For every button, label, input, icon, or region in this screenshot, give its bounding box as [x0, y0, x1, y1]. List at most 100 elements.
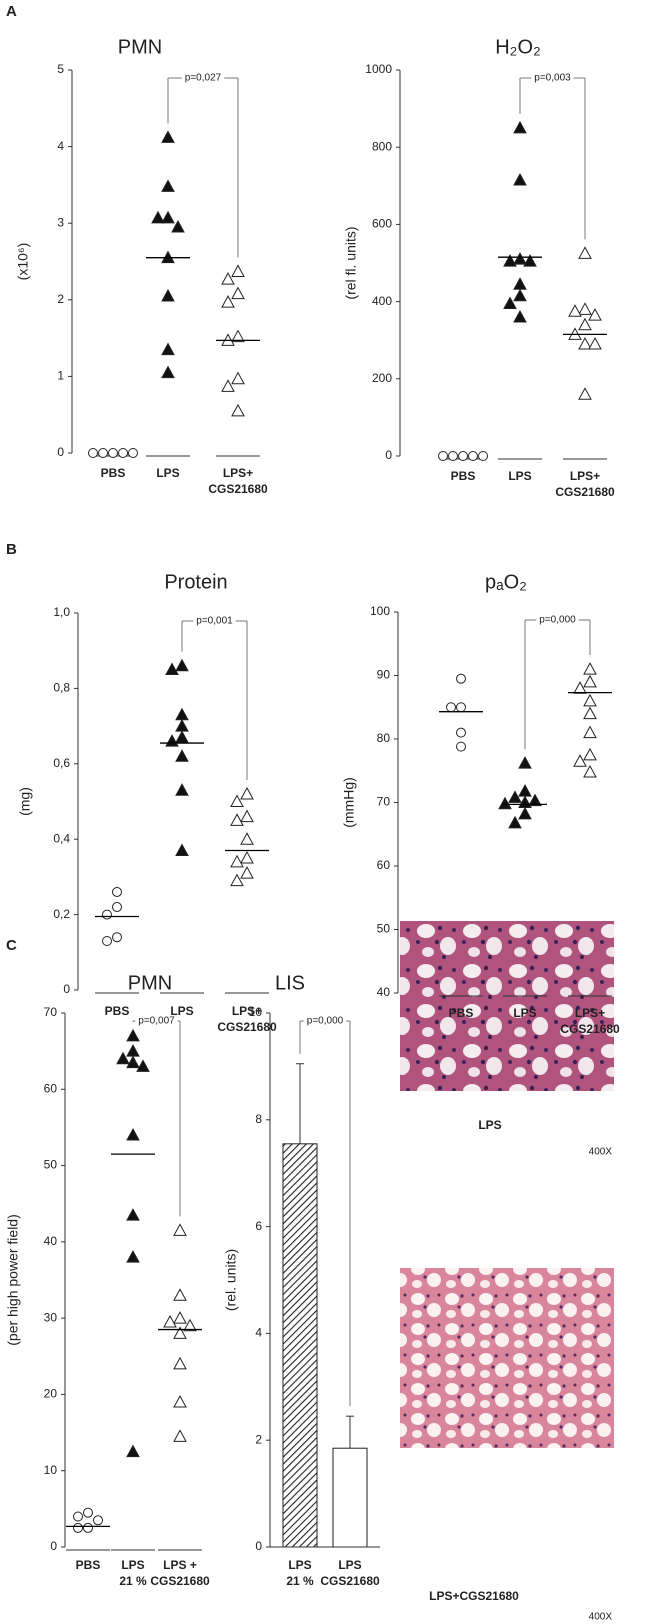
dot — [231, 371, 245, 385]
dot — [161, 342, 175, 356]
dot — [175, 730, 189, 743]
y-tick-label: 40 — [44, 1234, 58, 1248]
x-tick-label: PBS — [105, 1004, 130, 1018]
dot — [240, 832, 254, 845]
y-tick-label: 10 — [249, 1005, 263, 1019]
y-tick-label: 0 — [50, 1539, 57, 1553]
x-tick-label: CGS21680 — [560, 1022, 620, 1036]
dot — [513, 172, 527, 186]
chart-title: pₐO₂ — [485, 571, 527, 593]
dot — [175, 749, 189, 762]
dot — [583, 706, 597, 720]
dot — [456, 702, 466, 713]
x-tick-label: PBS — [76, 1558, 101, 1572]
dot — [523, 254, 537, 267]
y-axis-label: (mg) — [17, 787, 33, 816]
dot — [478, 451, 488, 461]
y-tick-label: 60 — [44, 1081, 58, 1095]
y-tick-label: 2 — [57, 292, 64, 306]
x-tick-label: LPS + — [163, 1558, 197, 1572]
dot — [126, 1444, 140, 1458]
y-axis-label: (per high power field) — [5, 1214, 21, 1346]
dot — [126, 1250, 140, 1263]
y-tick-label: 0 — [255, 1539, 262, 1553]
chart-title: Protein — [164, 571, 227, 593]
dot — [151, 210, 165, 224]
panel-label: B — [6, 541, 17, 558]
dot — [230, 813, 244, 826]
dot — [161, 130, 175, 143]
dot — [518, 784, 532, 797]
dot — [165, 734, 179, 747]
panel-label: C — [6, 937, 17, 954]
y-tick-label: 70 — [44, 1005, 58, 1019]
dot — [468, 451, 478, 461]
dot — [161, 288, 175, 302]
dot — [221, 272, 235, 285]
y-tick-label: 0 — [385, 448, 392, 462]
dot — [513, 277, 527, 290]
dot — [573, 754, 587, 767]
dot — [112, 902, 122, 913]
y-axis-label: (rel fl. units) — [343, 226, 359, 299]
dot — [503, 254, 517, 267]
dot — [173, 1326, 187, 1339]
dot — [508, 790, 522, 803]
dot — [583, 693, 597, 707]
y-tick-label: 1 — [57, 369, 64, 383]
x-tick-label: LPS — [170, 1004, 193, 1018]
dot — [230, 794, 244, 807]
y-axis-label: (rel. units) — [223, 1249, 239, 1311]
dot — [448, 451, 458, 461]
y-tick-label: 0 — [63, 982, 70, 996]
y-tick-label: 5 — [57, 62, 64, 76]
dot — [93, 1515, 103, 1526]
y-tick-label: 800 — [372, 139, 392, 153]
dot — [508, 815, 522, 829]
chart-title: PMN — [118, 36, 162, 58]
dot — [112, 886, 122, 897]
dot — [456, 673, 466, 684]
y-tick-label: 0,6 — [53, 756, 70, 770]
dot — [498, 796, 512, 810]
p-value: p=0,027 — [185, 73, 222, 84]
dot — [240, 809, 254, 823]
dot — [583, 764, 597, 778]
y-tick-label: 70 — [377, 795, 391, 809]
bar — [282, 1143, 318, 1548]
p-value: p=0,000 — [307, 1016, 344, 1027]
x-tick-label: LPS — [121, 1558, 144, 1572]
dot — [136, 1059, 150, 1072]
dot — [171, 219, 185, 233]
p-value: p=0,007 — [138, 1016, 175, 1027]
dot — [173, 1288, 187, 1301]
x-tick-label: PBS — [451, 469, 476, 483]
dot — [173, 1311, 187, 1324]
dot — [568, 304, 582, 317]
dot — [126, 1028, 140, 1042]
bar — [332, 1447, 368, 1548]
dot — [183, 1318, 197, 1332]
dot — [578, 302, 592, 315]
dot — [583, 725, 597, 739]
dot — [588, 308, 602, 321]
x-tick-label: LPS — [288, 1558, 311, 1572]
chart-title: PMN — [128, 972, 172, 994]
y-tick-label: 0,2 — [53, 907, 70, 921]
y-tick-label: 20 — [44, 1387, 58, 1401]
dot — [583, 747, 597, 761]
dot — [503, 296, 517, 310]
dot — [231, 264, 245, 277]
x-tick-label: LPS+ — [232, 1004, 262, 1018]
micrograph-label: LPS — [478, 1118, 501, 1132]
y-tick-label: 8 — [255, 1112, 262, 1126]
dot — [126, 1128, 140, 1141]
p-value: p=0,001 — [196, 616, 233, 627]
x-tick-label: LPS+ — [575, 1006, 605, 1020]
chart-title: H₂O₂ — [495, 36, 541, 58]
dot — [583, 674, 597, 688]
micrograph-label: LPS+CGS21680 — [429, 1589, 519, 1603]
y-tick-label: 40 — [377, 985, 391, 999]
dot — [175, 783, 189, 796]
dot — [116, 1051, 130, 1065]
